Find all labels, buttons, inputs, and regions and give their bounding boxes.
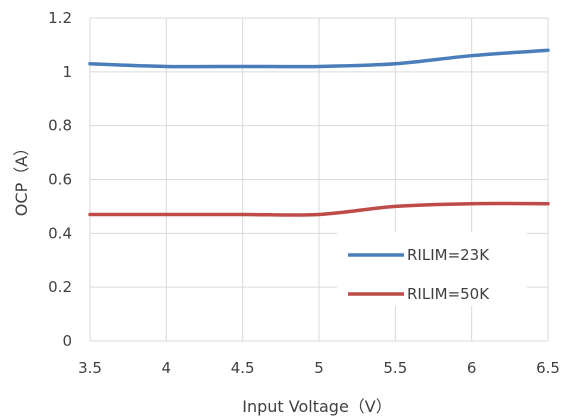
y-tick-label: 0.2	[48, 278, 72, 296]
y-tick-label: 0.8	[48, 117, 72, 135]
series-lines	[88, 48, 550, 217]
x-axis-title: Input Voltage（V）	[242, 397, 391, 416]
series-line-1	[88, 48, 550, 69]
y-tick-label: 1.2	[48, 9, 72, 27]
x-tick-label: 6	[467, 359, 477, 377]
y-tick-label: 0.4	[48, 224, 72, 242]
x-tick-label: 3.5	[78, 359, 102, 377]
legend-label-1: RILIM=23K	[407, 246, 490, 264]
y-axis-title: OCP（A）	[12, 140, 31, 216]
y-tick-label: 1	[62, 63, 72, 81]
x-axis-tick-labels: 3.5 4 4.5 5 5.5 6 6.5	[78, 359, 560, 377]
y-tick-label: 0	[62, 332, 72, 350]
x-tick-label: 5	[314, 359, 324, 377]
x-tick-label: 5.5	[383, 359, 407, 377]
x-tick-label: 4	[162, 359, 172, 377]
legend-label-2: RILIM=50K	[407, 285, 490, 303]
x-tick-label: 4.5	[231, 359, 255, 377]
y-axis-tick-labels: 0 0.2 0.4 0.6 0.8 1 1.2	[48, 9, 72, 350]
x-tick-label: 6.5	[536, 359, 560, 377]
series-line-2	[88, 201, 550, 217]
legend: RILIM=23K RILIM=50K	[337, 232, 527, 306]
y-tick-label: 0.6	[48, 171, 72, 189]
gridlines	[89, 17, 549, 342]
